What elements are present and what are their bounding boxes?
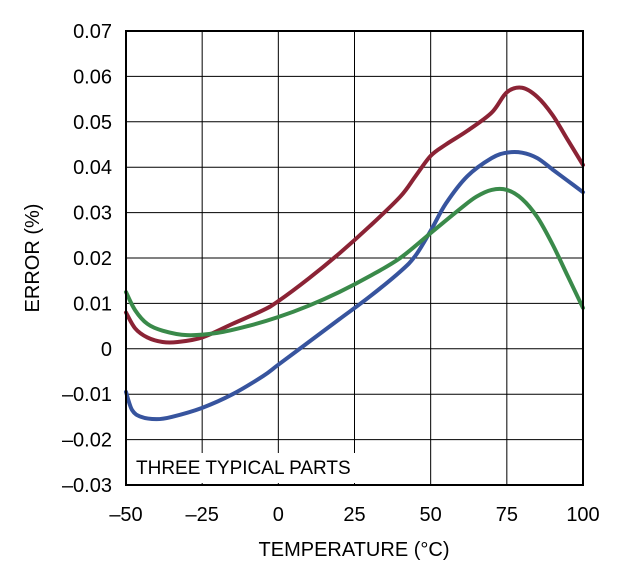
y-tick-label: 0.03 (73, 203, 112, 225)
x-tick-label: –50 (109, 504, 142, 526)
annotation: THREE TYPICAL PARTS (136, 458, 351, 479)
y-tick-label: 0.05 (73, 112, 112, 134)
annotation-background (128, 453, 364, 483)
x-axis-title: TEMPERATURE (°C) (259, 539, 450, 561)
x-tick-label: 25 (343, 504, 365, 526)
y-tick-label: 0.07 (73, 21, 112, 43)
y-tick-label: –0.02 (62, 430, 112, 452)
series-line-green (124, 186, 585, 338)
series-line-red (124, 85, 585, 345)
x-tick-label: –25 (185, 504, 218, 526)
x-tick-label: 50 (420, 504, 442, 526)
y-tick-label: –0.03 (62, 475, 112, 497)
y-tick-label: 0.02 (73, 248, 112, 270)
grid (125, 30, 584, 486)
y-tick-label: 0.06 (73, 66, 112, 88)
y-axis-title: ERROR (%) (22, 204, 44, 313)
x-tick-label: 0 (273, 504, 284, 526)
y-tick-label: 0 (101, 339, 112, 361)
x-tick-labels: –50 –25 0 25 50 75 100 (109, 504, 599, 526)
y-tick-label: 0.01 (73, 293, 112, 315)
series-line-blue (124, 149, 585, 422)
x-tick-label: 75 (496, 504, 518, 526)
y-tick-labels: –0.03 –0.02 –0.01 0 0.01 0.02 0.03 0.04 0.05 0.06… (62, 21, 112, 497)
series-layer (124, 85, 585, 422)
x-tick-label: 100 (566, 504, 599, 526)
plot-frame (125, 30, 584, 486)
y-tick-label: 0.04 (73, 157, 112, 179)
y-tick-label: –0.01 (62, 384, 112, 406)
